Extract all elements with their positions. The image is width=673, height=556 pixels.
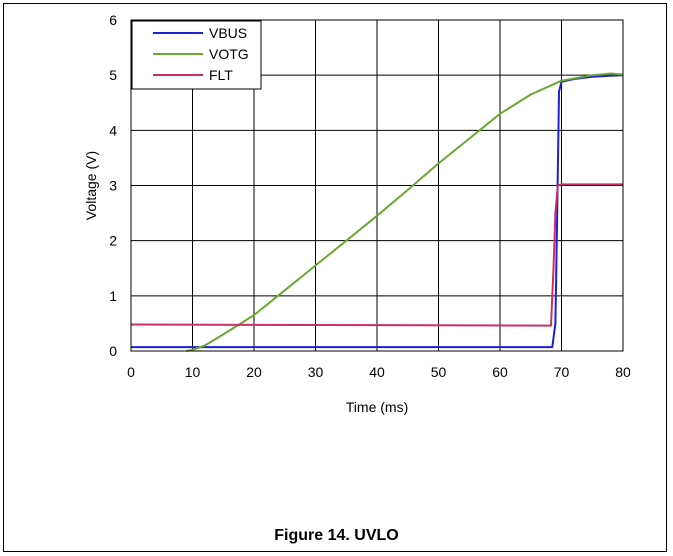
figure-caption: Figure 14. UVLO: [274, 527, 399, 544]
legend-label: FLT: [209, 67, 233, 83]
x-tick-label: 70: [554, 364, 570, 380]
x-tick-label: 30: [308, 364, 324, 380]
y-axis-label: Voltage (V): [83, 151, 99, 220]
y-tick-label: 5: [109, 67, 117, 83]
x-tick-label: 80: [615, 364, 631, 380]
figure-frame: [3, 3, 667, 552]
y-tick-label: 6: [109, 12, 117, 28]
y-tick-label: 0: [109, 343, 117, 359]
series-line-vbus: [131, 74, 624, 349]
uvlo-chart: 0 10 20 30 40 50 60 70 80 0 1 2 3 4 5 6 Time (ms) Volta…: [83, 12, 631, 415]
x-tick-label: 0: [127, 364, 135, 380]
plot-border: [130, 19, 624, 352]
y-tick-label: 3: [109, 178, 117, 194]
series-line-votg: [186, 72, 624, 352]
x-tick-label: 50: [431, 364, 447, 380]
x-tick-label: 60: [492, 364, 508, 380]
x-tick-label: 10: [185, 364, 201, 380]
legend: VBUS VOTG FLT: [131, 20, 262, 90]
y-tick-label: 1: [109, 288, 117, 304]
legend-label: VOTG: [209, 46, 249, 62]
series-lines: [130, 72, 624, 352]
tick-labels: 0 10 20 30 40 50 60 70 80 0 1 2 3 4 5 6: [109, 12, 631, 380]
x-axis-label: Time (ms): [346, 399, 408, 415]
x-tick-label: 40: [369, 364, 385, 380]
y-tick-label: 2: [109, 233, 117, 249]
series-line-flt: [130, 183, 623, 327]
legend-label: VBUS: [209, 25, 247, 41]
y-tick-label: 4: [109, 122, 117, 138]
x-tick-label: 20: [246, 364, 262, 380]
